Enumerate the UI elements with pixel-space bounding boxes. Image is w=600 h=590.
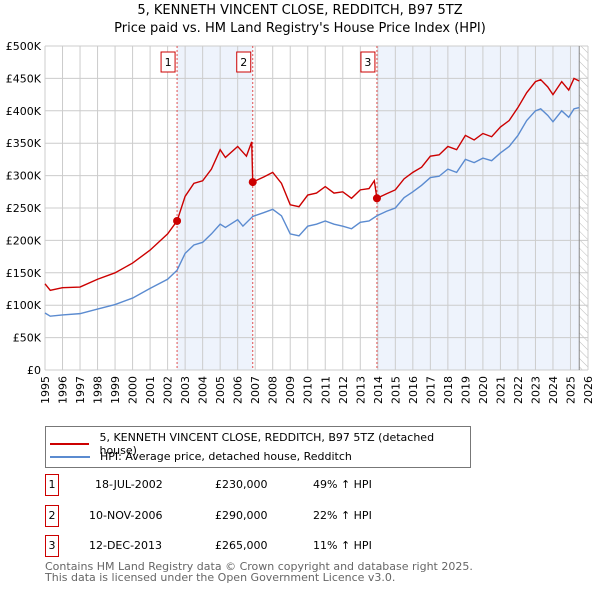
y-tick-label: £450K	[6, 72, 42, 85]
x-tick-label: 2000	[127, 376, 140, 404]
series-line	[44, 106, 580, 317]
sale-label-box	[160, 51, 176, 73]
x-tick-label: 2008	[267, 376, 280, 404]
x-tick-label: 2020	[477, 376, 490, 404]
x-tick-label: 2024	[547, 376, 560, 404]
x-tick-label: 1998	[92, 376, 105, 404]
x-tick-label: 2012	[337, 376, 350, 404]
x-tick-label: 2006	[232, 376, 245, 404]
x-tick-label: 2003	[179, 376, 192, 404]
x-tick-label: 2001	[144, 376, 157, 404]
sale-price: £230,000	[215, 478, 268, 491]
sale-price: £290,000	[215, 509, 268, 522]
sale-marker-box: 1	[45, 474, 59, 496]
sale-date: 10-NOV-2006	[89, 509, 163, 522]
sale-date: 18-JUL-2002	[95, 478, 163, 491]
legend-label: HPI: Average price, detached house, Redd…	[100, 450, 352, 463]
x-tick-label: 1996	[57, 376, 70, 404]
x-tick-label: 1999	[109, 376, 122, 404]
x-tick-label: 2016	[407, 376, 420, 404]
y-tick-label: £150K	[6, 267, 42, 280]
sale-date: 12-DEC-2013	[89, 539, 163, 552]
y-tick-label: £0	[27, 364, 41, 377]
sale-marker-box: 3	[45, 535, 59, 557]
sale-label-box	[360, 51, 376, 73]
y-tick-label: £400K	[6, 105, 42, 118]
legend-item-hpi: HPI: Average price, detached house, Redd…	[50, 450, 352, 463]
x-tick-label: 2017	[424, 376, 437, 404]
sale-point	[248, 178, 257, 187]
x-tick-label: 2009	[284, 376, 297, 404]
legend-swatch-blue	[50, 455, 90, 458]
x-tick-label: 2004	[197, 376, 210, 404]
x-tick-label: 2013	[354, 376, 367, 404]
x-tick-label: 2021	[494, 376, 507, 404]
sale-point	[173, 216, 182, 225]
chart-title: 5, KENNETH VINCENT CLOSE, REDDITCH, B97 …	[137, 3, 463, 18]
y-tick-label: £200K	[6, 234, 42, 247]
x-tick-label: 1995	[39, 376, 52, 404]
sale-price: £265,000	[215, 539, 268, 552]
x-tick-label: 2002	[162, 376, 175, 404]
series-line	[44, 77, 580, 292]
legend-label: 5, KENNETH VINCENT CLOSE, REDDITCH, B97 …	[99, 431, 435, 457]
x-tick-label: 2019	[459, 376, 472, 404]
sale-label: 3	[364, 56, 371, 69]
x-tick-label: 2025	[564, 376, 577, 404]
y-tick-label: £300K	[6, 170, 42, 183]
footer-copyright: Contains HM Land Registry data © Crown c…	[45, 560, 473, 573]
x-tick-label: 2007	[249, 376, 262, 404]
plot-area: 1995 1996 1997 1998 1999 2000 2001 2002 2003 2004…	[6, 40, 595, 404]
x-tick-label: 1997	[74, 376, 87, 404]
y-tick-label: £100K	[6, 299, 42, 312]
sale-hpi: 11% ↑ HPI	[313, 539, 372, 552]
chart-subtitle: Price paid vs. HM Land Registry's House …	[114, 21, 486, 36]
sale-point	[372, 194, 381, 203]
sale-label: 1	[165, 56, 172, 69]
sale-hpi: 22% ↑ HPI	[313, 509, 372, 522]
x-tick-label: 2010	[302, 376, 315, 404]
y-tick-label: £50K	[13, 332, 42, 345]
x-tick-label: 2023	[529, 376, 542, 404]
x-tick-label: 2018	[442, 376, 455, 404]
x-tick-label: 2015	[389, 376, 402, 404]
legend-swatch-red	[50, 443, 90, 445]
x-tick-label: 2011	[319, 376, 332, 404]
y-tick-label: £500K	[6, 40, 42, 53]
sale-label-box	[236, 51, 252, 73]
sale-label: 2	[240, 56, 247, 69]
y-tick-label: £350K	[6, 137, 42, 150]
x-tick-label: 2022	[512, 376, 525, 404]
x-tick-label: 2005	[214, 376, 227, 404]
sale-hpi: 49% ↑ HPI	[313, 478, 372, 491]
sale-marker-box: 2	[45, 505, 59, 527]
y-tick-label: £250K	[6, 202, 42, 215]
x-tick-label: 2014	[372, 376, 385, 404]
legend-item-property: 5, KENNETH VINCENT CLOSE, REDDITCH, B97 …	[50, 431, 470, 457]
footer-licence: This data is licensed under the Open Gov…	[45, 571, 396, 584]
legend: 5, KENNETH VINCENT CLOSE, REDDITCH, B97 …	[45, 426, 471, 468]
x-tick-label: 2026	[582, 376, 595, 404]
